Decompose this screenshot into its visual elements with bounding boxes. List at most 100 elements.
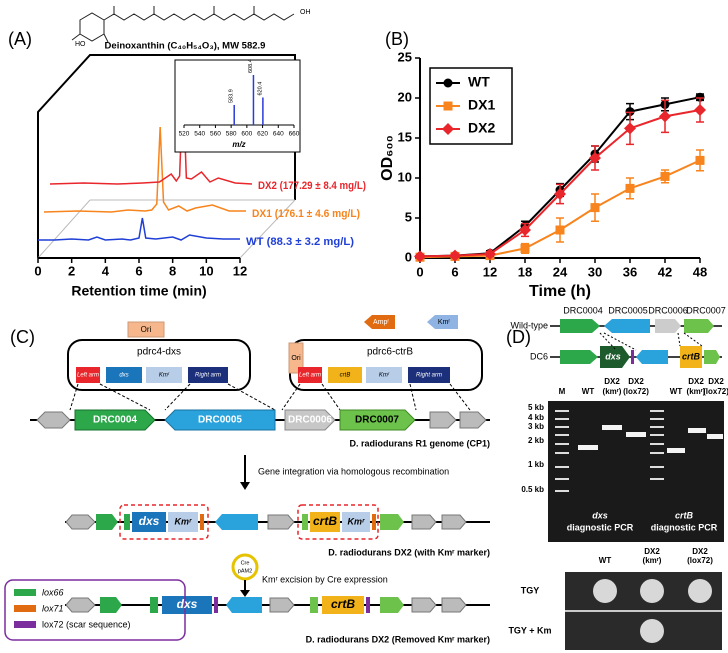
- lane-label: DX2: [688, 377, 704, 386]
- plate-row: TGY: [521, 585, 540, 595]
- series-label: DX2 (177.29 ± 8.4 mg/L): [258, 180, 366, 192]
- x-tick-label: 0: [416, 264, 423, 279]
- marker: [590, 203, 600, 213]
- label: pAM2: [238, 568, 252, 574]
- marker: [519, 224, 531, 236]
- size-label: 4 kb: [528, 413, 544, 422]
- plate-row: TGY + Km: [508, 625, 551, 635]
- marker: [520, 243, 530, 253]
- inset-tick-label: 540: [194, 131, 205, 138]
- x-tick-label: 0: [34, 263, 41, 278]
- lane-label: (kmʳ): [687, 387, 706, 396]
- inset-tick-label: 600: [241, 131, 252, 138]
- size-label: 5 kb: [528, 403, 544, 412]
- peak-label: 620.4: [257, 82, 263, 96]
- y-tick-label: 10: [398, 169, 412, 184]
- label: Kmʳ: [379, 372, 390, 379]
- plate-column: DX2: [644, 547, 660, 556]
- series-label: WT (88.3 ± 3.2 mg/L): [246, 236, 354, 248]
- lane-label: DX2: [708, 377, 724, 386]
- label: Kmʳ excision by Cre expression: [262, 574, 388, 584]
- label: pdrc6-ctrB: [367, 347, 413, 358]
- panel-label: (D): [506, 327, 531, 347]
- marker: [554, 188, 566, 200]
- size-label: 2 kb: [528, 436, 544, 445]
- lane-label: WT: [582, 387, 595, 396]
- panel-label: (B): [385, 29, 409, 49]
- label: Kmʳ: [438, 319, 451, 326]
- label: Ampʳ: [373, 319, 389, 326]
- label: Right arm: [416, 373, 442, 379]
- insert-label: Kmʳ: [174, 516, 192, 526]
- gene-label: DRC0007: [686, 305, 726, 315]
- insert-label: crtB: [331, 597, 355, 611]
- panel-c-text: Ori pdrc4-dxs Ori Ampʳ Kmʳ pdrc6-ctrB D.…: [42, 319, 490, 645]
- inset-tick-label: 620: [257, 131, 268, 138]
- x-tick-label: 8: [169, 263, 176, 278]
- gel-caption: crtB: [675, 510, 694, 520]
- legend-text: DX1: [468, 97, 495, 113]
- legend-text: lox71: [42, 603, 64, 613]
- x-tick-label: 48: [693, 264, 707, 279]
- x-axis-label: Retention time (min): [71, 283, 206, 299]
- label: D. radiodurans DX2 (with Kmʳ marker): [328, 547, 490, 557]
- marker: [660, 171, 670, 181]
- gel-caption: dxs: [592, 510, 608, 520]
- y-tick-label: 5: [405, 209, 412, 224]
- inset-tick-label: 660: [289, 131, 300, 138]
- inset-tick-label: 520: [179, 131, 190, 138]
- lane-label: DX2: [604, 377, 620, 386]
- y-tick-label: 15: [398, 129, 412, 144]
- series-label: DX1 (176.1 ± 4.6 mg/L): [252, 208, 360, 220]
- gene-label: DRC0006: [288, 415, 332, 426]
- label: pdrc4-dxs: [137, 347, 181, 358]
- y-tick-label: 0: [405, 249, 412, 264]
- insert-label: crtB: [313, 514, 337, 528]
- x-tick-label: 30: [588, 264, 602, 279]
- peak-label: 608.4: [248, 59, 254, 73]
- marker: [589, 152, 601, 164]
- legend-text: lox66: [42, 587, 64, 597]
- gene-label: DRC0004: [563, 305, 603, 315]
- size-label: 3 kb: [528, 422, 544, 431]
- label: Left arm: [299, 373, 321, 379]
- y-tick-label: 25: [398, 49, 412, 64]
- gene-label: DRC0006: [648, 305, 688, 315]
- label: dxs: [119, 373, 128, 379]
- plate-column: (kmʳ): [643, 556, 662, 565]
- x-axis-label: Time (h): [529, 283, 591, 300]
- x-tick-label: 6: [451, 264, 458, 279]
- gel-caption: diagnostic PCR: [567, 522, 634, 532]
- x-tick-label: 42: [658, 264, 672, 279]
- panel-d-shapes: [548, 319, 724, 650]
- label: crtB: [340, 373, 351, 379]
- ho: HO: [75, 41, 86, 48]
- inset-tick-label: 640: [273, 131, 284, 138]
- trace: [43, 126, 246, 213]
- gene-label: DRC0005: [608, 305, 648, 315]
- gene-label: DRC0004: [93, 415, 137, 426]
- gel-caption: diagnostic PCR: [651, 522, 718, 532]
- marker: [484, 248, 496, 260]
- inset-tick-label: 560: [210, 131, 221, 138]
- marker: [695, 92, 705, 102]
- label: Ori: [291, 355, 301, 362]
- label: Left arm: [77, 373, 99, 379]
- size-label: 1 kb: [528, 460, 544, 469]
- plate-column: (lox72): [687, 556, 713, 565]
- panel-label: (C): [10, 327, 35, 347]
- gene-label: DRC0005: [198, 415, 242, 426]
- marker: [624, 122, 636, 135]
- label: Gene integration via homologous recombin…: [258, 466, 449, 476]
- trace: [38, 217, 240, 241]
- peak-label: 583.9: [229, 89, 235, 103]
- label: Ori: [141, 325, 152, 334]
- x-tick-label: 24: [553, 264, 568, 279]
- lane-label: (lox72): [623, 387, 649, 396]
- label: Cre: [241, 560, 250, 566]
- x-tick-label: 4: [102, 263, 110, 278]
- insert-label: Kmʳ: [347, 516, 365, 526]
- x-tick-label: 12: [233, 263, 247, 278]
- lane-label: M: [559, 387, 566, 396]
- x-tick-label: 36: [623, 264, 637, 279]
